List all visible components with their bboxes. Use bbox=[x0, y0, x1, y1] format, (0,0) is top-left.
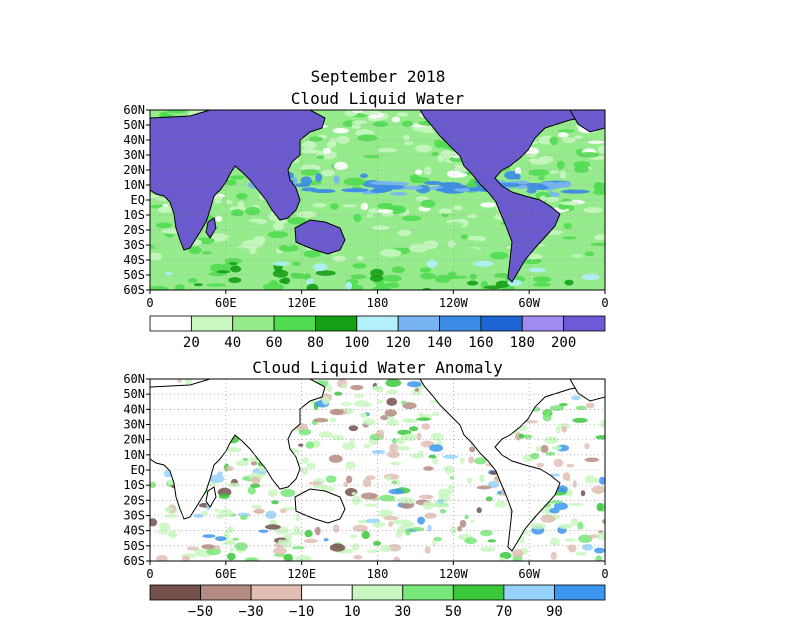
lat-tick-label: 10S bbox=[123, 478, 145, 492]
lat-tick-label: 10N bbox=[123, 448, 145, 462]
lat-tick-label: 40S bbox=[123, 524, 145, 538]
colorbar-label: 30 bbox=[394, 604, 411, 618]
map-panel-clw: Cloud Liquid Water60N50N40N30N20N10NEQ10… bbox=[123, 89, 608, 351]
lon-tick-label: 180 bbox=[367, 296, 389, 310]
lon-tick-label: 0 bbox=[601, 567, 608, 581]
lon-tick-label: 180 bbox=[367, 567, 389, 581]
lon-tick-label: 0 bbox=[146, 567, 153, 581]
colorbar-swatch bbox=[250, 584, 303, 601]
colorbar-label: 10 bbox=[344, 604, 361, 618]
colorbar-swatch bbox=[563, 315, 606, 332]
colorbar-swatch bbox=[315, 315, 358, 332]
lon-tick-label: 0 bbox=[601, 296, 608, 310]
lat-tick-label: 30S bbox=[123, 509, 145, 523]
lat-tick-label: 60S bbox=[123, 554, 145, 568]
colorbar-swatch bbox=[439, 315, 482, 332]
lon-tick-label: 0 bbox=[146, 296, 153, 310]
colorbar-label: 60 bbox=[266, 335, 283, 351]
lat-tick-label: 40S bbox=[123, 253, 145, 267]
colorbar-label: −30 bbox=[238, 604, 263, 618]
lat-tick-label: 50N bbox=[123, 118, 145, 132]
lat-tick-label: 60N bbox=[123, 372, 145, 386]
colorbar-label: −50 bbox=[188, 604, 213, 618]
colorbar-label: 100 bbox=[344, 335, 369, 351]
colorbar-swatch bbox=[356, 315, 399, 332]
lat-tick-label: 40N bbox=[123, 402, 145, 416]
lon-tick-label: 60W bbox=[518, 567, 540, 581]
lat-tick-label: 20N bbox=[123, 163, 145, 177]
lat-tick-label: 30S bbox=[123, 238, 145, 252]
lat-tick-label: 50S bbox=[123, 268, 145, 282]
colorbar-swatch bbox=[521, 315, 565, 332]
colorbar-label: 80 bbox=[307, 335, 324, 351]
lat-tick-label: 30N bbox=[123, 418, 145, 432]
colorbar-label: 40 bbox=[224, 335, 241, 351]
lat-tick-label: 50N bbox=[123, 387, 145, 401]
lat-tick-label: 10S bbox=[123, 208, 145, 222]
colorbar-swatch bbox=[149, 584, 201, 601]
lon-tick-label: 120W bbox=[439, 296, 469, 310]
colorbar-label: 90 bbox=[546, 604, 563, 618]
panel-title: Cloud Liquid Water Anomaly bbox=[252, 358, 503, 377]
lat-tick-label: 30N bbox=[123, 148, 145, 162]
lon-tick-label: 120E bbox=[287, 567, 316, 581]
colorbar-swatch bbox=[397, 315, 440, 332]
lat-tick-label: 20S bbox=[123, 493, 145, 507]
colorbar-label: −10 bbox=[289, 604, 314, 618]
lon-tick-label: 120W bbox=[439, 567, 469, 581]
colorbar: −50 −30 −10 10 30 50 70 90 bbox=[149, 584, 606, 618]
colorbar-swatch bbox=[190, 315, 234, 332]
lon-tick-label: 120E bbox=[287, 296, 316, 310]
lat-tick-label: EQ bbox=[131, 193, 145, 207]
colorbar-label: 200 bbox=[551, 335, 576, 351]
colorbar-swatch bbox=[452, 584, 505, 601]
colorbar-swatch bbox=[232, 315, 275, 332]
colorbar-label: 140 bbox=[427, 335, 452, 351]
colorbar-swatch bbox=[554, 584, 606, 601]
map-field bbox=[150, 110, 605, 290]
figure-title: September 2018 bbox=[311, 67, 446, 86]
colorbar-swatch bbox=[301, 584, 353, 601]
colorbar-swatch bbox=[503, 584, 555, 601]
lat-tick-label: 60S bbox=[123, 283, 145, 297]
lat-tick-label: 60N bbox=[123, 103, 145, 117]
colorbar-label: 50 bbox=[445, 604, 462, 618]
lon-tick-label: 60E bbox=[215, 567, 237, 581]
lat-tick-label: 20N bbox=[123, 433, 145, 447]
colorbar-swatch bbox=[200, 584, 252, 601]
colorbar-swatch bbox=[402, 584, 454, 601]
lat-tick-label: 40N bbox=[123, 133, 145, 147]
map-panel-anom: Cloud Liquid Water Anomaly60N50N40N30N20… bbox=[123, 358, 608, 618]
colorbar-swatch bbox=[480, 315, 523, 332]
colorbar-label: 20 bbox=[183, 335, 200, 351]
lat-tick-label: 50S bbox=[123, 539, 145, 553]
lat-tick-label: 10N bbox=[123, 178, 145, 192]
colorbar-label: 70 bbox=[495, 604, 512, 618]
colorbar: 20 40 60 80 100 120 140 160 180 200 bbox=[149, 315, 606, 351]
lat-tick-label: EQ bbox=[131, 463, 145, 477]
lon-tick-label: 60W bbox=[518, 296, 540, 310]
map-field bbox=[150, 379, 605, 561]
colorbar-label: 160 bbox=[468, 335, 493, 351]
colorbar-label: 120 bbox=[386, 335, 411, 351]
panel-title: Cloud Liquid Water bbox=[291, 89, 465, 108]
colorbar-swatch bbox=[273, 315, 316, 332]
colorbar-swatch bbox=[149, 315, 192, 332]
lat-tick-label: 20S bbox=[123, 223, 145, 237]
colorbar-label: 180 bbox=[510, 335, 535, 351]
colorbar-swatch bbox=[351, 584, 404, 601]
lon-tick-label: 60E bbox=[215, 296, 237, 310]
